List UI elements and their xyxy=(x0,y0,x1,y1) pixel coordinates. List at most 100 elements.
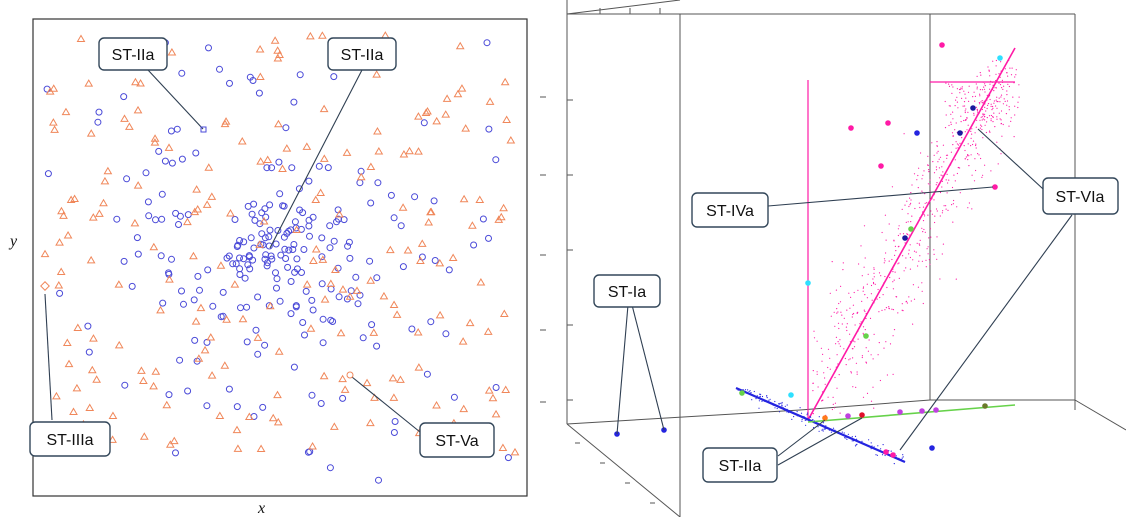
scatter-circle xyxy=(420,119,428,127)
scatter-triangle xyxy=(220,361,230,369)
magenta-dust xyxy=(1014,105,1016,107)
callout-label: ST-IIa xyxy=(112,47,155,64)
magenta-dust xyxy=(873,283,875,285)
scatter-triangle xyxy=(319,371,329,380)
magenta-dust xyxy=(909,268,912,270)
blue-dust xyxy=(876,454,879,456)
blue-dust xyxy=(761,400,763,402)
magenta-dust xyxy=(983,88,986,90)
scatter-circle xyxy=(172,209,180,217)
blue-dust xyxy=(780,407,782,409)
scatter-circle xyxy=(194,272,202,280)
magenta-dust xyxy=(988,115,991,117)
scatter-circle xyxy=(229,260,237,268)
blue-dust xyxy=(822,430,824,432)
blue-dust xyxy=(847,433,850,435)
scatter-circle xyxy=(326,464,334,472)
magenta-dust xyxy=(848,292,850,294)
blue-dust xyxy=(822,422,825,424)
magenta-dust xyxy=(967,143,969,145)
scatter-circle xyxy=(172,449,179,457)
magenta-dust xyxy=(883,258,886,260)
magenta-dust xyxy=(971,133,973,135)
scatter-triangle xyxy=(308,441,317,450)
scatter-triangle xyxy=(131,77,140,86)
magenta-dust xyxy=(980,124,982,126)
leader-st-via-2 xyxy=(899,214,1073,451)
magenta-dust xyxy=(936,141,938,143)
magenta-dust xyxy=(832,403,834,405)
magenta-dust xyxy=(831,261,833,263)
magenta-dust xyxy=(1001,87,1003,89)
callout-st-iia-left-b: ST-IIa xyxy=(327,37,397,71)
scatter-triangle xyxy=(319,104,329,113)
magenta-dust xyxy=(989,131,991,133)
scatter-triangle xyxy=(305,31,315,40)
magenta-dust xyxy=(927,164,929,166)
scatter-triangle xyxy=(499,309,509,318)
magenta-dust xyxy=(891,308,893,310)
magenta-dust xyxy=(845,364,847,366)
magenta-dust xyxy=(911,215,913,217)
scatter-triangle xyxy=(202,200,212,208)
magenta-dust xyxy=(872,358,874,360)
scatter-triangle xyxy=(48,118,58,126)
magenta-dust xyxy=(976,109,978,111)
scatter-circle xyxy=(254,350,262,358)
callout-st-iiia: ST-IIIa xyxy=(29,421,111,457)
magenta-dust xyxy=(862,286,865,288)
scatter-circle xyxy=(161,157,169,165)
scatter-circle xyxy=(339,394,347,402)
magenta-dust xyxy=(952,203,955,205)
magenta-dust xyxy=(909,204,911,206)
blue-dust xyxy=(768,399,770,401)
magenta-dust xyxy=(878,311,880,313)
blue-dust xyxy=(751,399,753,401)
magenta-dust xyxy=(929,179,931,181)
magenta-dust xyxy=(816,373,818,375)
magenta-dust xyxy=(862,326,865,328)
magenta-dust xyxy=(956,172,959,175)
scatter-triangle xyxy=(498,443,508,451)
magenta-dust xyxy=(959,92,961,94)
magenta-dust xyxy=(912,323,914,325)
blue-dust xyxy=(772,404,774,406)
scatter-circle xyxy=(223,254,231,262)
highlight-point xyxy=(822,415,828,421)
magenta-dust xyxy=(960,115,962,117)
magenta-dust xyxy=(994,87,996,89)
magenta-dust xyxy=(884,309,886,311)
magenta-dust xyxy=(973,180,976,182)
magenta-dust xyxy=(864,329,866,331)
blue-dust xyxy=(805,424,807,426)
blue-dust xyxy=(859,441,861,443)
magenta-dust xyxy=(935,169,938,171)
blue-dust xyxy=(756,395,758,397)
scatter-triangle xyxy=(366,276,376,284)
magenta-dust xyxy=(1000,110,1003,112)
scatter-triangle xyxy=(467,221,477,229)
scatter-triangle xyxy=(374,147,384,155)
magenta-dust xyxy=(918,243,920,245)
magenta-dust xyxy=(960,87,962,89)
magenta-dust xyxy=(837,363,839,365)
magenta-dust xyxy=(1018,84,1020,86)
magenta-dust xyxy=(982,102,984,104)
magenta-dust xyxy=(1000,94,1003,96)
magenta-dust xyxy=(913,173,916,175)
blue-dust xyxy=(805,419,808,421)
magenta-dust xyxy=(1009,67,1011,69)
blue-dust xyxy=(778,411,781,413)
highlight-point xyxy=(848,125,854,131)
magenta-dust xyxy=(836,308,838,310)
magenta-dust xyxy=(867,273,869,275)
magenta-dust xyxy=(959,192,961,194)
magenta-dust xyxy=(912,259,914,261)
magenta-dust xyxy=(902,255,904,257)
magenta-dust xyxy=(974,95,977,97)
scatter-circle xyxy=(485,234,492,242)
magenta-dust xyxy=(895,250,897,252)
magenta-dust xyxy=(927,253,929,255)
magenta-dust xyxy=(1012,96,1014,98)
magenta-dust xyxy=(937,161,939,163)
